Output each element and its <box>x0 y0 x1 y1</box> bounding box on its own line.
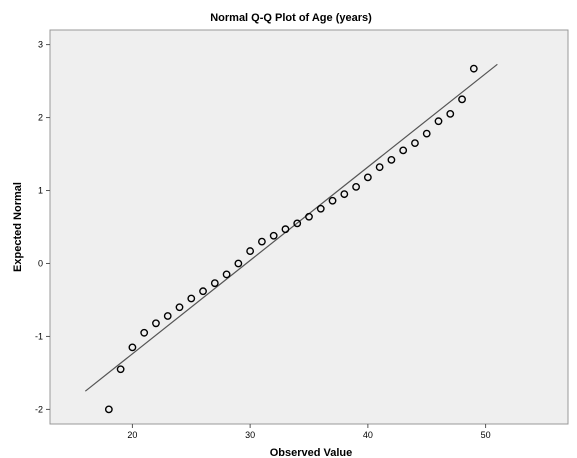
reference-line <box>84 63 498 392</box>
data-points <box>104 64 478 414</box>
data-point <box>293 219 302 228</box>
y-tick-label: 3 <box>38 40 43 50</box>
data-point <box>305 212 313 221</box>
data-point <box>387 155 396 164</box>
x-axis-label: Observed Value <box>270 447 353 458</box>
plot-area <box>49 29 569 425</box>
data-point <box>411 139 419 147</box>
data-point <box>222 270 231 279</box>
y-tick-label: 0 <box>38 258 43 268</box>
chart-title: Normal Q-Q Plot of Age (years) <box>210 12 372 24</box>
data-point <box>104 405 113 414</box>
data-point <box>363 173 372 182</box>
y-axis-label: Expected Normal <box>12 182 24 272</box>
data-point <box>422 129 431 138</box>
y-tick-label: 1 <box>38 186 43 196</box>
data-point <box>316 204 325 213</box>
data-point <box>187 294 196 303</box>
y-tick-label: -1 <box>35 331 43 341</box>
data-point <box>246 247 255 255</box>
y-tick-label: 2 <box>38 113 43 123</box>
data-point <box>175 303 184 312</box>
data-point <box>434 117 443 126</box>
data-point <box>128 343 137 352</box>
data-point <box>163 312 172 320</box>
data-point <box>458 95 466 104</box>
x-tick-label: 30 <box>245 430 255 440</box>
data-point <box>269 231 278 240</box>
data-point <box>328 196 337 205</box>
data-point <box>340 190 349 199</box>
data-point <box>375 163 384 172</box>
data-point <box>210 279 219 288</box>
data-point <box>258 237 266 246</box>
x-tick-label: 40 <box>363 430 373 440</box>
data-point <box>199 287 207 296</box>
x-tick-label: 50 <box>481 430 491 440</box>
x-tick-label: 20 <box>127 430 137 440</box>
data-point <box>140 328 149 337</box>
data-point <box>152 319 160 328</box>
data-point <box>281 225 290 234</box>
data-point <box>352 182 360 191</box>
data-point <box>399 146 408 155</box>
data-point <box>469 64 478 73</box>
y-tick-label: -2 <box>35 404 43 414</box>
data-point <box>116 365 125 374</box>
data-point <box>234 259 243 268</box>
data-point <box>446 110 455 118</box>
axis-ticks: 20 30 40 50 -2 -1 0 1 2 3 <box>35 40 491 440</box>
